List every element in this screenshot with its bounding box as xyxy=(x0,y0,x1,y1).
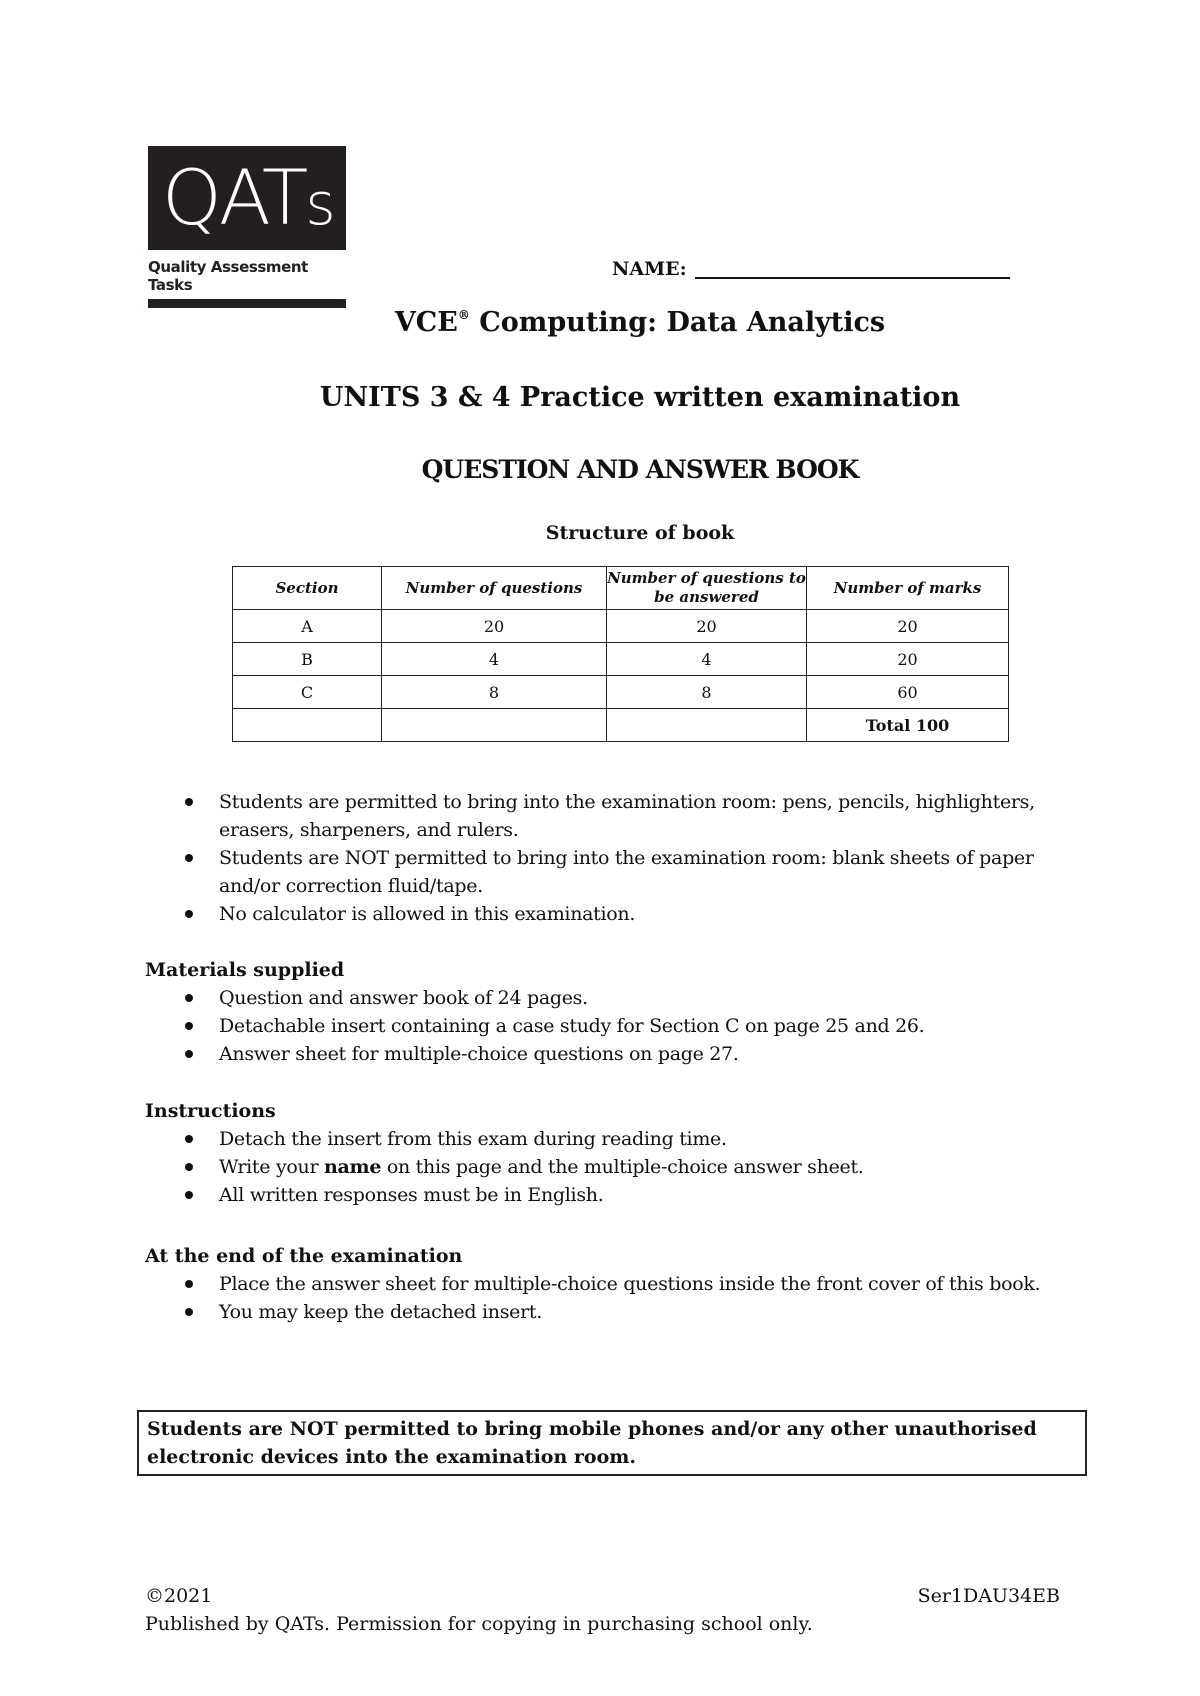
list-item: Detachable insert containing a case stud… xyxy=(145,1012,1085,1040)
cell: 4 xyxy=(381,642,607,676)
name-field[interactable]: NAME: xyxy=(612,258,1010,280)
list-item: Place the answer sheet for multiple-choi… xyxy=(145,1270,1085,1298)
cell xyxy=(381,708,607,742)
cell: 20 xyxy=(806,609,1009,643)
cell: 8 xyxy=(381,675,607,709)
table-row: C 8 8 60 xyxy=(232,675,1009,709)
materials-section: Materials supplied Question and answer b… xyxy=(145,956,1085,1068)
list-item: Answer sheet for multiple-choice questio… xyxy=(145,1040,1085,1068)
list-item: Write your name on this page and the mul… xyxy=(145,1153,1085,1181)
name-label: NAME: xyxy=(612,258,687,280)
header-section: Section xyxy=(232,566,382,610)
cell: 8 xyxy=(606,675,807,709)
instructions-section: Instructions Detach the insert from this… xyxy=(145,1097,1085,1209)
materials-heading: Materials supplied xyxy=(145,959,345,981)
total-cell: Total 100 xyxy=(806,708,1009,742)
end-heading: At the end of the examination xyxy=(145,1245,463,1267)
cell: C xyxy=(232,675,382,709)
table-row: A 20 20 20 xyxy=(232,609,1009,643)
structure-heading: Structure of book xyxy=(545,522,735,544)
cell: 60 xyxy=(806,675,1009,709)
list-item: Students are NOT permitted to bring into… xyxy=(145,844,1085,900)
logo-text-s: s xyxy=(305,170,335,238)
cell: 4 xyxy=(606,642,807,676)
notice-box: Students are NOT permitted to bring mobi… xyxy=(137,1410,1087,1476)
list-item: No calculator is allowed in this examina… xyxy=(145,900,1085,928)
registered-mark: ® xyxy=(457,308,470,322)
logo-bar xyxy=(148,299,346,308)
cell xyxy=(232,708,382,742)
list-item: Detach the insert from this exam during … xyxy=(145,1125,1085,1153)
list-item: Students are permitted to bring into the… xyxy=(145,788,1085,844)
instructions-heading: Instructions xyxy=(145,1100,276,1122)
units-title: UNITS 3 & 4 Practice written examination xyxy=(319,382,961,413)
qats-logo: QATs Quality Assessment Tasks xyxy=(148,146,346,308)
cell: B xyxy=(232,642,382,676)
list-item: You may keep the detached insert. xyxy=(145,1298,1085,1326)
table-header-row: Section Number of questions Number of qu… xyxy=(232,566,1009,610)
name-line[interactable] xyxy=(694,277,1010,279)
header-marks: Number of marks xyxy=(806,566,1009,610)
logo-wordmark: QATs xyxy=(148,146,346,250)
cell: 20 xyxy=(806,642,1009,676)
structure-table: Section Number of questions Number of qu… xyxy=(232,566,1009,742)
title-vce: VCE xyxy=(394,307,458,338)
cell xyxy=(606,708,807,742)
table-total-row: Total 100 xyxy=(232,708,1009,742)
list-item: All written responses must be in English… xyxy=(145,1181,1085,1209)
book-title: QUESTION AND ANSWER BOOK xyxy=(421,455,860,484)
list-item: Question and answer book of 24 pages. xyxy=(145,984,1085,1012)
logo-tagline: Quality Assessment Tasks xyxy=(148,258,308,294)
document-code: Ser1DAU34EB xyxy=(917,1585,1060,1607)
rules-list: Students are permitted to bring into the… xyxy=(145,788,1085,928)
header-answered: Number of questions to be answered xyxy=(606,566,807,610)
publisher-note: Published by QATs. Permission for copyin… xyxy=(145,1613,813,1635)
text: on this page and the multiple-choice ans… xyxy=(381,1156,864,1178)
bold-name: name xyxy=(324,1156,382,1178)
cell: 20 xyxy=(606,609,807,643)
footer: ©2021 Ser1DAU34EB Published by QATs. Per… xyxy=(145,1582,1060,1638)
end-section: At the end of the examination Place the … xyxy=(145,1242,1085,1326)
cell: A xyxy=(232,609,382,643)
logo-text: QAT xyxy=(162,153,308,242)
copyright: ©2021 xyxy=(145,1585,213,1607)
header-questions: Number of questions xyxy=(381,566,607,610)
title-rest: Computing: Data Analytics xyxy=(469,307,886,338)
text: Write your xyxy=(219,1156,324,1178)
table-row: B 4 4 20 xyxy=(232,642,1009,676)
cell: 20 xyxy=(381,609,607,643)
subject-title: VCE® Computing: Data Analytics xyxy=(0,307,1200,338)
